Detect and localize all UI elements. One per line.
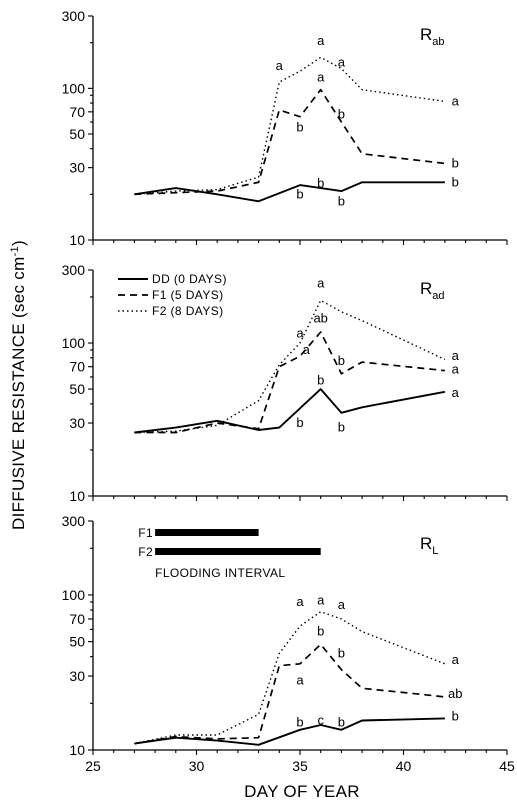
significance-label: b (452, 155, 459, 170)
legend-label: F2 (8 DAYS) (152, 304, 224, 318)
significance-label: b (317, 372, 324, 387)
flooding-bar-label: F2 (138, 545, 153, 559)
flooding-bar-f1 (155, 529, 259, 536)
panel-label-main: R (420, 25, 432, 44)
series-line-dotted (134, 56, 445, 195)
series-line-dashed (134, 331, 445, 434)
flooding-bar-label: F1 (138, 526, 153, 540)
significance-label: b (296, 415, 303, 430)
significance-label: a (296, 673, 304, 688)
significance-label: a (296, 326, 304, 341)
panel-label-subscript: ab (432, 36, 444, 48)
y-tick-label: 30 (69, 160, 85, 176)
significance-label: a (338, 597, 346, 612)
significance-label: b (296, 715, 303, 730)
y-axis-title-main: DIFFUSIVE RESISTANCE (sec cm (9, 256, 28, 530)
series-line-solid (134, 388, 446, 434)
y-tick-label: 300 (62, 513, 86, 529)
y-tick-label: 50 (69, 126, 85, 142)
significance-label: a (317, 275, 325, 290)
series-line-dotted (134, 611, 446, 745)
significance-label: b (452, 708, 459, 723)
significance-label: a (317, 33, 325, 48)
significance-label: b (296, 186, 303, 201)
panel-label: Rab (420, 25, 445, 48)
significance-label: b (317, 176, 324, 191)
significance-label: a (338, 55, 346, 70)
series-line-solid (134, 181, 445, 203)
x-tick-label: 25 (85, 758, 101, 774)
y-tick-label: 30 (69, 415, 85, 431)
significance-label: b (452, 174, 459, 189)
series-line-solid (134, 717, 445, 746)
y-tick-label: 10 (69, 488, 85, 504)
y-tick-label: 300 (62, 8, 86, 24)
significance-label: b (317, 624, 324, 639)
significance-label: a (452, 362, 460, 377)
x-tick-label: 35 (292, 758, 308, 774)
y-tick-label: 30 (69, 668, 85, 684)
significance-label: b (338, 107, 345, 122)
y-tick-label: 100 (62, 587, 86, 603)
legend: DD (0 DAYS) F1 (5 DAYS) F2 (8 DAYS) (118, 272, 227, 318)
significance-label: b (338, 420, 345, 435)
significance-label: b (296, 120, 303, 135)
x-axis-title: DAY OF YEAR (244, 782, 360, 801)
significance-label: a (303, 342, 311, 357)
y-axis-title-close: ) (9, 240, 28, 246)
flooding-bar-f2 (155, 548, 321, 555)
significance-label: ab (313, 310, 327, 325)
flooding-interval-title: FLOODING INTERVAL (155, 566, 285, 580)
series-line-dashed (134, 643, 445, 745)
x-tick-label: 40 (396, 758, 412, 774)
panel-label-subscript: L (432, 545, 438, 557)
significance-label: a (296, 594, 304, 609)
x-tick-label: 30 (189, 758, 205, 774)
significance-label: b (338, 715, 345, 730)
significance-label: ab (448, 686, 462, 701)
panel-label: Rad (420, 279, 445, 302)
x-tick-label: 45 (499, 758, 515, 774)
y-tick-label: 100 (62, 335, 86, 351)
significance-label: b (338, 193, 345, 208)
legend-label: F1 (5 DAYS) (152, 288, 224, 302)
panel-label-main: R (420, 534, 432, 553)
significance-label: a (452, 348, 460, 363)
y-tick-label: 70 (69, 359, 85, 375)
panel-label: RL (420, 534, 438, 557)
panel-label-subscript: ad (432, 290, 444, 302)
legend-label: DD (0 DAYS) (152, 272, 227, 286)
y-tick-label: 50 (69, 381, 85, 397)
y-tick-label: 100 (62, 80, 86, 96)
y-tick-label: 50 (69, 634, 85, 650)
significance-label: a (276, 58, 284, 73)
significance-label: a (452, 93, 460, 108)
y-axis-title-superscript: -1 (9, 246, 21, 256)
y-tick-label: 70 (69, 611, 85, 627)
significance-label: a (452, 385, 460, 400)
panel-label-main: R (420, 279, 432, 298)
significance-label: a (452, 652, 460, 667)
significance-label: b (338, 353, 345, 368)
y-tick-label: 70 (69, 104, 85, 120)
y-tick-label: 300 (62, 262, 86, 278)
significance-label: b (338, 645, 345, 660)
series-line-dashed (134, 88, 445, 196)
significance-label: a (317, 593, 325, 608)
significance-label: c (317, 712, 324, 727)
y-axis-title: DIFFUSIVE RESISTANCE (sec cm-1) (9, 240, 28, 530)
y-tick-label: 10 (69, 232, 85, 248)
significance-label: a (317, 69, 325, 84)
y-tick-label: 10 (69, 742, 85, 758)
